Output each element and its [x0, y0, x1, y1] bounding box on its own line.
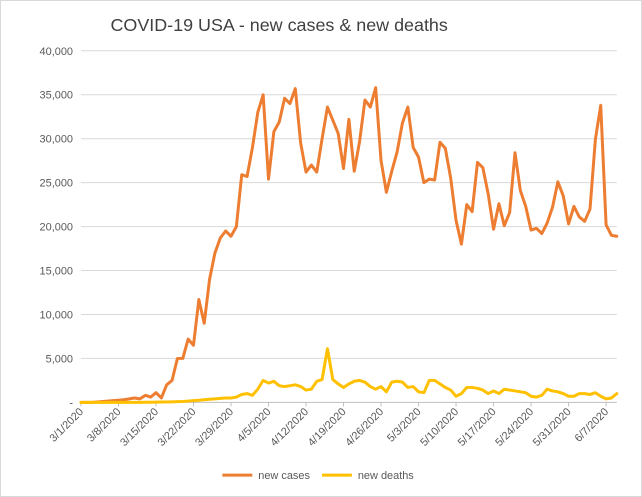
- x-tick-label: 4/12/2020: [268, 406, 311, 449]
- x-tick-label: 3/1/2020: [47, 406, 86, 445]
- y-tick-label: 40,000: [40, 46, 73, 58]
- x-tick-label: 5/17/2020: [456, 406, 499, 449]
- y-tick-label: 10,000: [40, 309, 73, 321]
- x-tick-label: 3/8/2020: [85, 406, 124, 445]
- chart-title: COVID-19 USA - new cases & new deaths: [110, 15, 447, 35]
- x-tick-label: 5/3/2020: [385, 406, 424, 445]
- legend-label-new-cases: new cases: [258, 470, 310, 482]
- legend-label-new-deaths: new deaths: [358, 470, 414, 482]
- series-line-new-cases: [79, 86, 619, 404]
- y-tick-label: 15,000: [40, 266, 73, 278]
- y-tick-label: 20,000: [40, 222, 73, 234]
- series-line-new-deaths: [79, 347, 619, 404]
- x-tick-label: 3/15/2020: [118, 406, 161, 449]
- x-tick-label: 5/31/2020: [531, 406, 574, 449]
- series-lines: [79, 86, 619, 404]
- x-tick-label: 5/24/2020: [493, 406, 536, 449]
- y-axis: - 5,000 10,000 15,000 20,000 25,000 30,000 35,0…: [40, 46, 74, 410]
- x-tick-label: 3/22/2020: [156, 406, 199, 449]
- y-tick-label: -: [69, 397, 73, 409]
- y-tick-label: 35,000: [40, 90, 73, 102]
- x-tick-label: 5/10/2020: [418, 406, 461, 449]
- gridlines: [80, 50, 617, 403]
- y-tick-label: 5,000: [46, 353, 73, 365]
- y-tick-label: 25,000: [40, 178, 73, 190]
- legend: new cases new deaths: [222, 470, 414, 482]
- y-tick-label: 30,000: [40, 134, 73, 146]
- x-tick-label: 4/26/2020: [343, 406, 386, 449]
- x-tick-label: 6/7/2020: [573, 406, 612, 445]
- x-tick-label: 4/19/2020: [306, 406, 349, 449]
- x-tick-label: 3/29/2020: [193, 406, 236, 449]
- x-tick-label: 4/5/2020: [235, 406, 274, 445]
- x-axis: 3/1/20203/8/20203/15/20203/22/20203/29/2…: [47, 402, 612, 449]
